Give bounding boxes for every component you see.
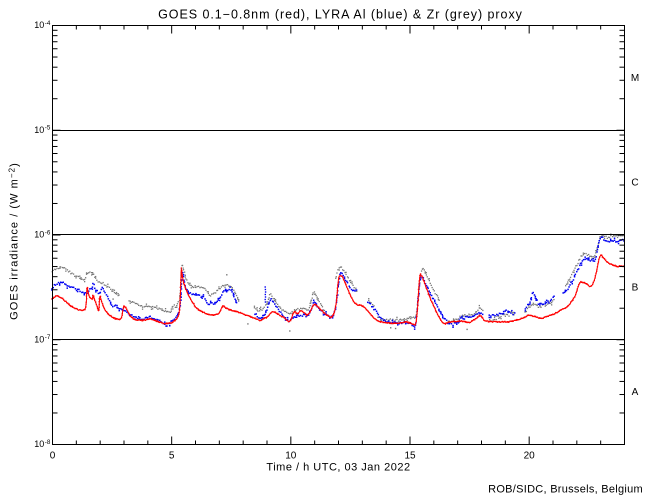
svg-text:10: 10	[285, 451, 297, 462]
svg-text:10: 10	[34, 230, 44, 240]
svg-text:5: 5	[169, 451, 175, 462]
svg-text:10: 10	[34, 334, 44, 344]
svg-text:ROB/SIDC, Brussels, Belgium: ROB/SIDC, Brussels, Belgium	[488, 484, 643, 496]
svg-text:10: 10	[34, 125, 44, 135]
svg-text:10: 10	[34, 439, 44, 449]
svg-text:C: C	[631, 178, 638, 189]
svg-text:M: M	[631, 73, 639, 84]
svg-text:0: 0	[50, 451, 56, 462]
svg-text:-6: -6	[45, 229, 51, 236]
svg-text:20: 20	[524, 451, 536, 462]
svg-text:B: B	[632, 282, 639, 293]
svg-text:-4: -4	[45, 20, 51, 27]
svg-text:-5: -5	[45, 125, 51, 132]
svg-text:GOES irradiance / (W m−2): GOES irradiance / (W m−2)	[7, 162, 20, 320]
svg-text:10: 10	[34, 20, 44, 30]
svg-text:A: A	[632, 387, 639, 398]
svg-text:GOES 0.1−0.8nm (red), LYRA Al: GOES 0.1−0.8nm (red), LYRA Al (blue) & Z…	[158, 7, 523, 21]
svg-text:15: 15	[404, 451, 416, 462]
svg-text:-8: -8	[45, 439, 51, 446]
svg-text:-7: -7	[45, 334, 51, 341]
svg-text:Time / h UTC, 03 Jan 2022: Time / h UTC, 03 Jan 2022	[266, 462, 410, 474]
